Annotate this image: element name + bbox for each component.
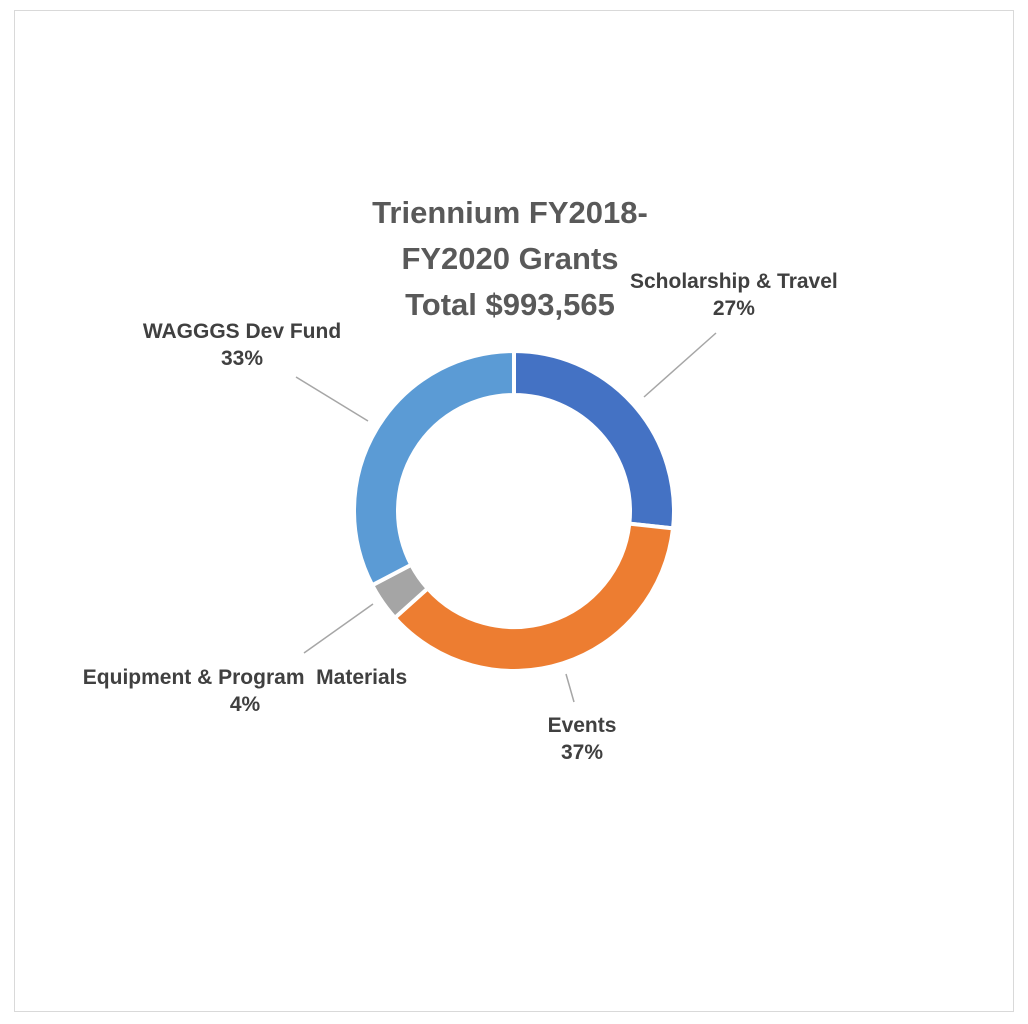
label-equipment-materials: Equipment & Program Materials 4% (50, 664, 440, 718)
label-scholarship-travel: Scholarship & Travel 27% (630, 268, 838, 322)
chart-frame (14, 10, 1014, 1012)
leader-line-scholarship-travel (643, 332, 717, 398)
leader-line-events (565, 673, 575, 703)
label-scholarship-travel-name: Scholarship & Travel (630, 270, 838, 293)
label-waggs-dev-fund: WAGGGS Dev Fund 33% (122, 318, 362, 372)
chart-title-line-2: FY2020 Grants (401, 241, 619, 276)
label-events: Events 37% (492, 712, 672, 766)
leader-line-waggs-dev-fund (295, 376, 369, 422)
label-events-name: Events (547, 714, 617, 737)
label-waggs-dev-fund-name: WAGGGS Dev Fund (142, 320, 342, 343)
label-events-value: 37% (560, 741, 604, 764)
slice-events (392, 521, 676, 673)
chart-title-line-3: Total $993,565 (405, 287, 615, 322)
label-equipment-materials-value: 4% (229, 693, 261, 716)
leader-line-equipment-materials (303, 603, 374, 654)
slice-waggs-dev-fund (352, 348, 516, 588)
slice-scholarship-travel (512, 348, 676, 531)
chart-title-line-1: Triennium FY2018- (372, 195, 648, 230)
label-waggs-dev-fund-value: 33% (220, 347, 264, 370)
label-equipment-materials-name: Equipment & Program Materials (82, 666, 408, 689)
label-scholarship-travel-value: 27% (712, 297, 755, 320)
chart-title: Triennium FY2018- FY2020 Grants Total $9… (370, 190, 650, 328)
